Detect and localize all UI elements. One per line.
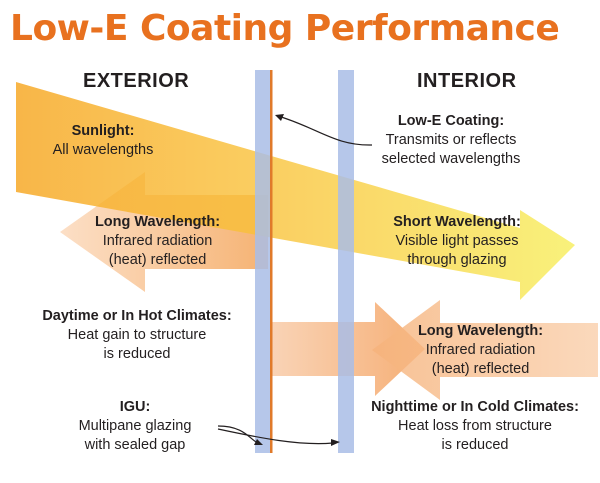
daytime-heading: Daytime or In Hot Climates: — [42, 308, 232, 324]
long-wavelength-exterior-heading: Long Wavelength: — [94, 214, 221, 230]
igu-line-1: Multipane glazing — [78, 418, 192, 434]
igu-label: IGU: Multipane glazing with sealed gap — [60, 398, 210, 455]
short-wavelength-label: Short Wavelength: Visible light passes t… — [372, 213, 542, 270]
long-wavelength-exterior-line-1: Infrared radiation — [102, 233, 213, 249]
daytime-line-2: is reduced — [103, 346, 171, 362]
low-e-coating-layer — [270, 70, 273, 453]
long-wavelength-interior-label: Long Wavelength: Infrared radiation (hea… — [403, 322, 558, 379]
short-wavelength-line-1: Visible light passes — [395, 233, 519, 249]
exterior-heading: EXTERIOR — [83, 70, 190, 92]
long-wavelength-interior-heading: Long Wavelength: — [417, 323, 544, 339]
sunlight-label: Sunlight: All wavelengths — [38, 122, 168, 160]
long-wavelength-interior-line-1: Infrared radiation — [425, 342, 536, 358]
long-wavelength-interior-line-2: (heat) reflected — [431, 361, 530, 377]
low-e-coating-line-2: selected wavelengths — [381, 151, 521, 167]
diagram-title: Low-E Coating Performance — [10, 8, 560, 49]
low-e-coating-line-1: Transmits or reflects — [385, 132, 517, 148]
low-e-coating-label: Low-E Coating: Transmits or reflects sel… — [366, 112, 536, 169]
long-wavelength-exterior-line-2: (heat) reflected — [108, 252, 207, 268]
low-e-pointer-line — [277, 115, 373, 146]
nighttime-heading: Nighttime or In Cold Climates: — [371, 399, 579, 415]
daytime-label: Daytime or In Hot Climates: Heat gain to… — [22, 307, 252, 364]
igu-line-2: with sealed gap — [84, 437, 186, 453]
low-e-pointer-arrowhead — [275, 114, 284, 121]
nighttime-label: Nighttime or In Cold Climates: Heat loss… — [356, 398, 594, 455]
igu-pointer-arrowhead-outer — [254, 439, 263, 445]
igu-pointer-line-outer — [217, 425, 259, 444]
low-e-coating-heading: Low-E Coating: — [397, 113, 505, 129]
short-wavelength-heading: Short Wavelength: — [393, 214, 521, 230]
interior-reflected-arrow — [372, 300, 598, 400]
igu-pointer-arrowhead-inner — [331, 439, 340, 446]
daytime-line-1: Heat gain to structure — [67, 327, 207, 343]
sunlight-heading: Sunlight: — [71, 123, 135, 139]
outer-glass-pane — [255, 70, 271, 453]
short-wavelength-line-2: through glazing — [407, 252, 507, 268]
sunlight-arrow — [16, 82, 575, 300]
igu-heading: IGU: — [119, 399, 151, 415]
sunlight-line-1: All wavelengths — [52, 142, 154, 158]
nighttime-line-2: is reduced — [441, 437, 509, 453]
nighttime-line-1: Heat loss from structure — [398, 418, 552, 434]
inner-glass-pane — [338, 70, 354, 453]
long-wavelength-exterior-label: Long Wavelength: Infrared radiation (hea… — [80, 213, 235, 270]
interior-heading: INTERIOR — [417, 70, 517, 92]
igu-pointer-line-inner — [217, 428, 334, 445]
